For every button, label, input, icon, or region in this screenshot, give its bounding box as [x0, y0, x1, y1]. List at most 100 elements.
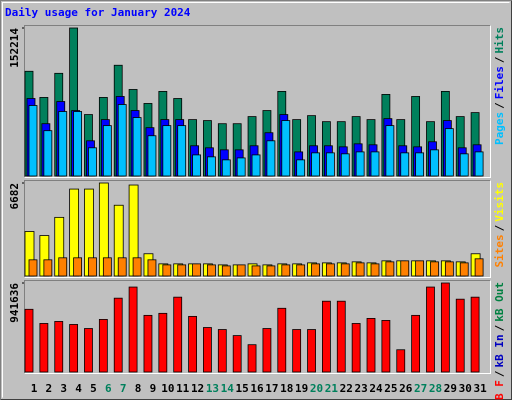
bar: [292, 329, 302, 373]
bar: [396, 349, 406, 373]
bar: [132, 257, 142, 277]
x-tick-label: 12: [191, 382, 204, 395]
bar: [102, 125, 112, 177]
bar: [173, 296, 183, 373]
bar: [385, 125, 395, 177]
bar: [43, 259, 53, 277]
bar: [88, 147, 97, 177]
bar: [370, 263, 380, 277]
bar: [162, 125, 172, 177]
bar: [28, 259, 38, 277]
x-tick-label: 1: [31, 382, 38, 395]
bar: [147, 259, 157, 277]
bar: [325, 152, 335, 177]
panel-edge: [24, 180, 491, 278]
x-tick-label: 20: [310, 382, 323, 395]
bar: [221, 265, 231, 277]
bar: [143, 314, 153, 373]
y-tick-label: 6682: [8, 183, 21, 210]
x-tick-label: 27: [414, 382, 427, 395]
bar: [400, 152, 410, 177]
bar: [84, 328, 93, 373]
bar: [113, 297, 123, 373]
bar: [203, 327, 212, 373]
x-tick-label: 19: [295, 382, 308, 395]
bar: [296, 159, 306, 177]
x-tick-label: 5: [90, 382, 97, 395]
bar: [366, 317, 376, 373]
bar: [58, 257, 68, 277]
x-tick-label: 26: [399, 382, 413, 395]
panel-edge: [24, 25, 491, 178]
legend: kB F / kB In / kB Out: [493, 282, 506, 400]
x-tick-label: 22: [340, 382, 353, 395]
bar: [43, 130, 53, 177]
legend: Sites / Visits: [493, 182, 506, 268]
bar: [207, 264, 216, 277]
x-tick-label: 28: [429, 382, 442, 395]
bar: [158, 312, 168, 373]
y-tick-label: 941636: [8, 283, 21, 323]
bar: [128, 286, 138, 373]
bar: [340, 263, 350, 277]
bar: [459, 153, 469, 177]
bar: [340, 153, 350, 177]
bar: [296, 264, 306, 277]
x-tick-label: 13: [206, 382, 219, 395]
bar: [311, 263, 320, 277]
bar: [426, 286, 435, 373]
x-tick-label: 24: [369, 382, 383, 395]
x-tick-label: 31: [473, 382, 487, 395]
x-tick-label: 10: [161, 382, 174, 395]
x-tick-label: 16: [250, 382, 264, 395]
plot-area: [24, 280, 490, 373]
bar: [381, 320, 391, 373]
bar: [73, 111, 83, 177]
legend-entry: Pages: [493, 112, 506, 145]
bar: [188, 315, 197, 373]
x-tick-label: 4: [75, 382, 82, 395]
x-tick-label: 11: [176, 382, 190, 395]
legend-separator: /: [493, 370, 506, 377]
legend: Pages / Files / Hits: [493, 27, 506, 145]
bar: [88, 257, 97, 277]
bar: [58, 111, 68, 177]
bar: [236, 264, 246, 277]
bar: [444, 261, 454, 277]
legend-entry: kB F: [493, 380, 506, 400]
bar: [98, 319, 108, 373]
bar: [459, 262, 469, 277]
x-tick-label: 29: [444, 382, 457, 395]
bar: [430, 149, 439, 177]
bar: [54, 321, 64, 373]
legend-entry: kB In: [493, 334, 506, 367]
bar: [440, 282, 450, 373]
x-tick-label: 18: [280, 382, 293, 395]
bar: [192, 263, 201, 277]
bar: [444, 128, 454, 177]
legend-separator: /: [493, 224, 506, 231]
y-tick-label: 152214: [8, 28, 21, 68]
bar: [370, 151, 380, 177]
legend-entry: Files: [493, 66, 506, 99]
bar: [281, 120, 291, 177]
bar: [162, 264, 172, 277]
bar: [321, 300, 331, 373]
x-tick-label: 3: [60, 382, 67, 395]
legend-separator: /: [493, 102, 506, 109]
panel-edge: [24, 180, 491, 278]
bar: [400, 260, 410, 277]
panel-edge: [24, 280, 491, 374]
bar: [266, 265, 276, 277]
bar: [217, 329, 227, 373]
bar: [132, 117, 142, 177]
bar: [455, 298, 465, 373]
bar: [236, 157, 246, 177]
legend-entry: Hits: [493, 27, 506, 54]
bar: [247, 344, 257, 373]
x-tick-label: 21: [325, 382, 339, 395]
bar: [207, 156, 216, 177]
x-tick-label: 17: [265, 382, 278, 395]
bar: [474, 151, 484, 177]
